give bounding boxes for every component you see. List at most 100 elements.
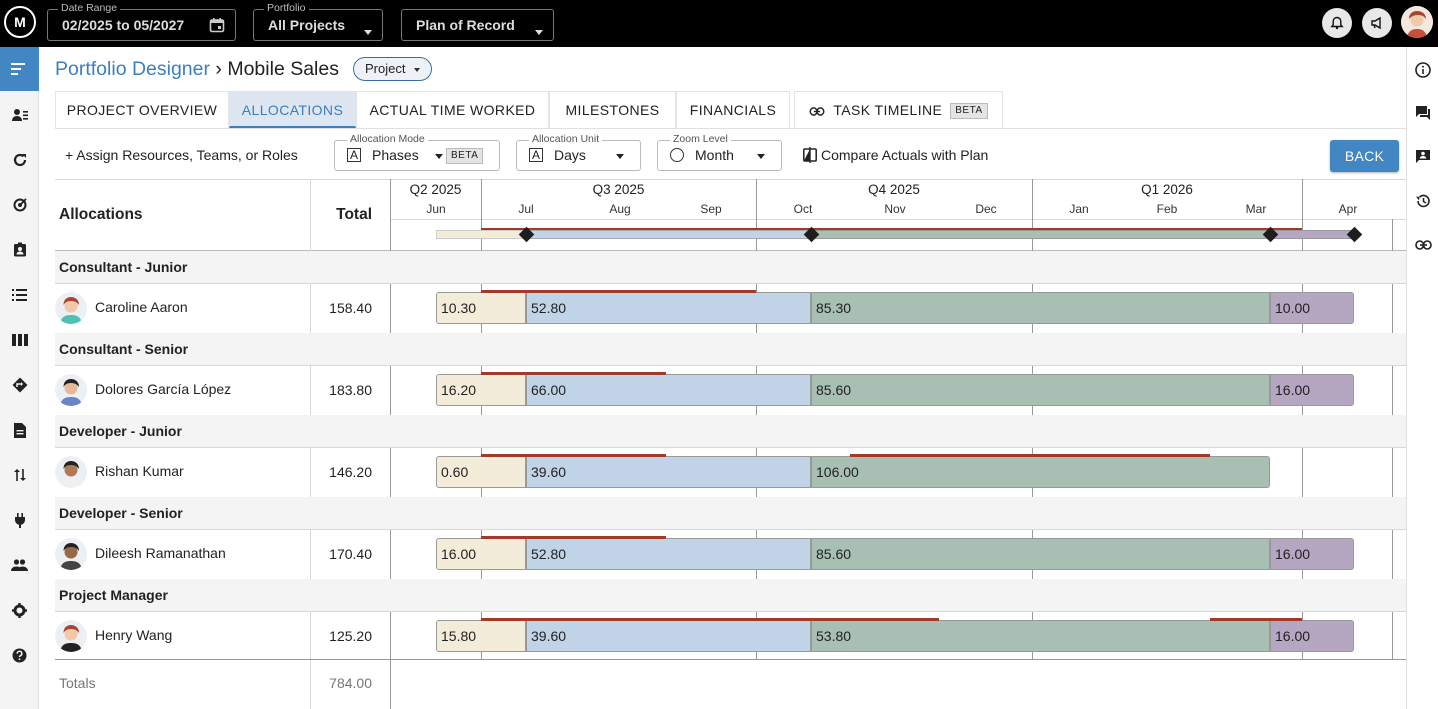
resource-avatar[interactable] [55, 374, 87, 406]
tab-milestones[interactable]: MILESTONES [549, 91, 676, 128]
breadcrumb-portfolio-designer[interactable]: Portfolio Designer [55, 58, 210, 80]
allocation-unit-value: Days [554, 147, 586, 163]
allocation-phase-bar[interactable]: 52.80 [526, 292, 811, 324]
zoom-level-select[interactable]: Zoom Level Month [657, 133, 782, 171]
total-column-header[interactable]: Total [336, 206, 372, 223]
allocation-phase-bar[interactable]: 85.60 [811, 374, 1270, 406]
month-label: Oct [793, 202, 813, 216]
tab-financials[interactable]: FINANCIALS [676, 91, 790, 128]
allocation-mode-select[interactable]: Allocation Mode A Phases BETA [334, 133, 500, 171]
overalloc-line [481, 228, 526, 230]
history-icon[interactable] [1407, 189, 1438, 213]
allocation-phase-bar[interactable]: 85.60 [811, 538, 1270, 570]
compare-actuals-button[interactable]: Compare Actuals with Plan [803, 147, 988, 166]
allocation-unit-select[interactable]: Allocation Unit A Days [516, 133, 641, 171]
people-icon[interactable] [0, 553, 39, 577]
phase-bar-3 [811, 230, 1270, 239]
link-icon[interactable] [1407, 233, 1438, 257]
text-format-icon: A [347, 148, 361, 162]
assign-resources-button[interactable]: + Assign Resources, Teams, or Roles [65, 147, 298, 163]
tab-actual-time-worked[interactable]: ACTUAL TIME WORKED [356, 91, 549, 128]
allocation-phase-bar[interactable]: 106.00 [811, 456, 1270, 488]
beta-badge: BETA [446, 148, 484, 164]
contact-card-icon[interactable] [1407, 144, 1438, 168]
help-icon[interactable] [0, 643, 39, 667]
zoom-level-value: Month [695, 147, 734, 163]
menu-toggle-button[interactable] [0, 47, 39, 91]
link-icon [809, 93, 825, 130]
allocation-phase-bar[interactable]: 10.30 [436, 292, 526, 324]
page-title: Mobile Sales [227, 58, 339, 80]
role-group-row: Developer - Senior [55, 497, 1406, 529]
project-type-label: Project [365, 61, 406, 76]
columns-icon[interactable] [0, 328, 39, 352]
quarter-label: Q1 2026 [1141, 182, 1193, 197]
resource-avatar[interactable] [55, 456, 87, 488]
role-name: Developer - Junior [59, 423, 182, 439]
beta-badge: BETA [950, 103, 988, 120]
quarter-label: Q2 2025 [409, 182, 462, 197]
info-icon[interactable] [1407, 58, 1438, 82]
resource-total: 183.80 [329, 382, 372, 398]
resource-name[interactable]: Dileesh Ramanathan [95, 545, 226, 561]
allocation-phase-bar[interactable]: 16.00 [436, 538, 526, 570]
plan-select[interactable]: Plan of Record [401, 9, 554, 41]
resources-icon[interactable] [0, 103, 39, 127]
document-icon[interactable] [0, 418, 39, 442]
allocation-phase-bar[interactable]: 53.80 [811, 620, 1270, 652]
chat-icon[interactable] [1407, 101, 1438, 125]
swap-vertical-icon[interactable] [0, 463, 39, 487]
resource-avatar[interactable] [55, 620, 87, 652]
resource-name[interactable]: Caroline Aaron [95, 299, 188, 315]
allocation-phase-bar[interactable]: 39.60 [526, 620, 811, 652]
allocation-phase-bar[interactable]: 52.80 [526, 538, 811, 570]
allocations-column-header[interactable]: Allocations [59, 206, 143, 223]
plan-value: Plan of Record [416, 17, 515, 33]
refresh-icon[interactable] [0, 148, 39, 172]
overallocation-indicator [481, 372, 666, 375]
overallocation-indicator [481, 536, 666, 539]
breadcrumb: Portfolio Designer › Mobile Sales [55, 58, 339, 81]
resource-name[interactable]: Rishan Kumar [95, 463, 184, 479]
tab-task-timeline[interactable]: TASK TIMELINE BETA [794, 91, 1003, 128]
row-line [55, 365, 1406, 366]
bell-icon[interactable] [1322, 8, 1352, 38]
allocation-phase-bar[interactable]: 16.00 [1270, 538, 1354, 570]
allocation-phase-bar[interactable]: 66.00 [526, 374, 811, 406]
allocation-phase-bar[interactable]: 10.00 [1270, 292, 1354, 324]
user-avatar[interactable] [1401, 6, 1433, 38]
app-logo-icon[interactable]: M [4, 6, 36, 38]
allocation-phase-bar[interactable]: 15.80 [436, 620, 526, 652]
allocation-phase-bar[interactable]: 16.20 [436, 374, 526, 406]
tab-project-overview[interactable]: PROJECT OVERVIEW [55, 91, 229, 128]
allocation-phase-bar[interactable]: 39.60 [526, 456, 811, 488]
portfolio-select[interactable]: Portfolio All Projects [253, 2, 383, 41]
date-range-field[interactable]: Date Range 02/2025 to 05/2027 [47, 2, 236, 41]
phase-bar-4 [1270, 230, 1354, 239]
resource-avatar[interactable] [55, 538, 87, 570]
assignment-icon[interactable] [0, 237, 39, 261]
role-name: Project Manager [59, 587, 168, 603]
resource-name[interactable]: Henry Wang [95, 627, 173, 643]
header-bottom-line [55, 250, 1406, 251]
list-icon[interactable] [0, 283, 39, 307]
allocation-phase-bar[interactable]: 0.60 [436, 456, 526, 488]
back-button[interactable]: BACK [1330, 140, 1399, 172]
target-icon[interactable] [0, 193, 39, 217]
allocation-phase-bar[interactable]: 16.00 [1270, 620, 1354, 652]
overallocation-indicator [850, 454, 1210, 457]
month-label: Jan [1069, 202, 1089, 216]
project-type-pill[interactable]: Project [353, 57, 433, 81]
tab-allocations[interactable]: ALLOCATIONS [229, 91, 356, 128]
allocation-phase-bar[interactable]: 85.30 [811, 292, 1270, 324]
chevron-down-icon [616, 154, 624, 159]
directions-icon[interactable] [0, 373, 39, 397]
resource-avatar[interactable] [55, 292, 87, 324]
resource-name[interactable]: Dolores García López [95, 381, 232, 397]
allocation-phase-bar[interactable]: 16.00 [1270, 374, 1354, 406]
quarter-label: Q3 2025 [592, 182, 645, 197]
totals-value: 784.00 [329, 675, 372, 691]
plug-icon[interactable] [0, 508, 39, 532]
megaphone-icon[interactable] [1362, 8, 1392, 38]
gear-icon[interactable] [0, 598, 39, 622]
